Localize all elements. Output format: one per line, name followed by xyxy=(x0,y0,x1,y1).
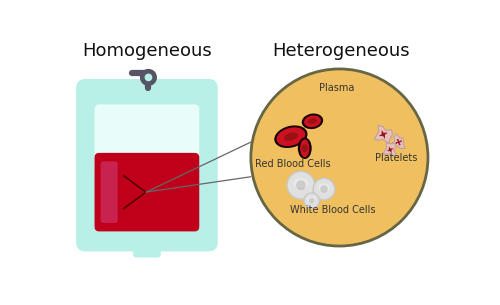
Polygon shape xyxy=(396,139,402,145)
FancyBboxPatch shape xyxy=(133,236,161,258)
Circle shape xyxy=(313,178,335,200)
Text: Homogeneous: Homogeneous xyxy=(82,42,212,60)
Ellipse shape xyxy=(284,133,298,141)
Polygon shape xyxy=(374,125,392,143)
Ellipse shape xyxy=(304,115,321,127)
Ellipse shape xyxy=(302,113,323,129)
Ellipse shape xyxy=(276,127,305,146)
Circle shape xyxy=(320,185,328,193)
FancyBboxPatch shape xyxy=(76,79,218,251)
Circle shape xyxy=(304,193,320,208)
Polygon shape xyxy=(383,143,396,157)
Ellipse shape xyxy=(298,138,312,159)
FancyBboxPatch shape xyxy=(100,161,117,223)
Text: White Blood Cells: White Blood Cells xyxy=(290,205,376,215)
Ellipse shape xyxy=(308,119,317,124)
FancyBboxPatch shape xyxy=(94,153,200,231)
Polygon shape xyxy=(379,130,388,139)
Ellipse shape xyxy=(302,145,308,152)
Circle shape xyxy=(296,180,306,190)
Text: Red Blood Cells: Red Blood Cells xyxy=(256,159,331,169)
Ellipse shape xyxy=(294,178,308,188)
Circle shape xyxy=(309,198,314,203)
Circle shape xyxy=(287,171,315,199)
Polygon shape xyxy=(391,134,405,149)
Ellipse shape xyxy=(300,139,310,157)
Ellipse shape xyxy=(318,183,330,192)
Circle shape xyxy=(251,69,428,246)
Ellipse shape xyxy=(274,125,308,148)
Text: Heterogeneous: Heterogeneous xyxy=(272,42,410,60)
FancyBboxPatch shape xyxy=(94,104,200,174)
Ellipse shape xyxy=(308,196,316,202)
Polygon shape xyxy=(386,146,394,153)
Text: Plasma: Plasma xyxy=(320,83,355,93)
Circle shape xyxy=(144,74,152,81)
Text: Platelets: Platelets xyxy=(375,153,418,163)
